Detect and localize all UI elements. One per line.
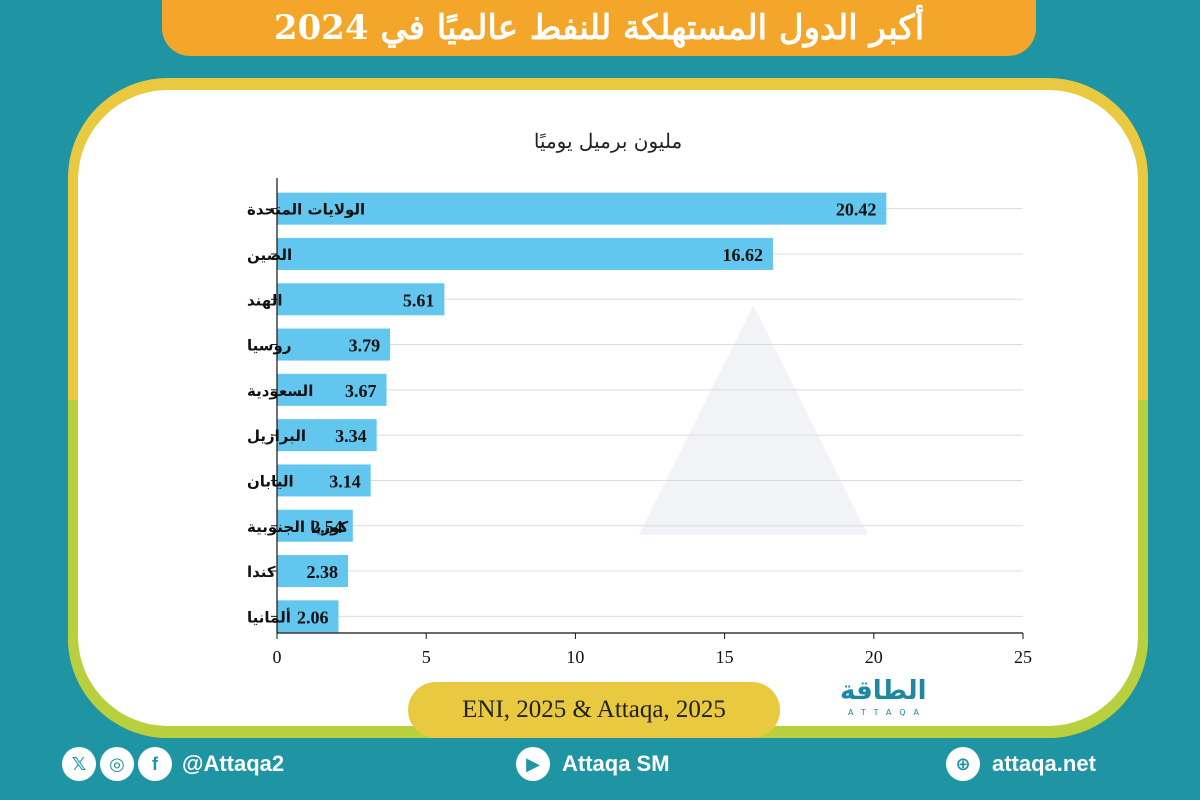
x-tick-label: 15 <box>716 647 734 667</box>
data-label: 3.14 <box>329 471 361 491</box>
source-badge: ENI, 2025 & Attaqa, 2025 <box>408 682 780 738</box>
instagram-icon[interactable]: ◎ <box>100 747 134 781</box>
bar <box>277 600 339 633</box>
youtube-link: ▶ Attaqa SM <box>516 744 670 784</box>
bar <box>277 237 773 270</box>
logo-subtext: ATTAQA <box>848 708 927 717</box>
category-label: السعودية <box>247 382 313 400</box>
bar <box>277 283 445 316</box>
logo-text: الطاقة <box>840 676 927 706</box>
category-label: الولايات المتحدة <box>247 201 365 219</box>
category-label: الصين <box>247 246 292 264</box>
data-label: 20.42 <box>836 200 877 220</box>
category-label: اليابان <box>247 472 294 490</box>
website-url[interactable]: attaqa.net <box>992 751 1096 776</box>
youtube-icon[interactable]: ▶ <box>516 747 550 781</box>
title-banner: أكبر الدول المستهلكة للنفط عالميًا في 20… <box>162 0 1036 56</box>
category-label: روسيا <box>247 337 291 355</box>
bar <box>277 464 371 497</box>
data-label: 3.79 <box>349 336 381 356</box>
data-label: 3.34 <box>335 426 367 446</box>
bar <box>277 328 391 361</box>
data-label: 5.61 <box>403 290 435 310</box>
chart-card: ▲ مليون برميل يوميًا 20.42 الولايات المتح… <box>78 90 1138 726</box>
globe-icon[interactable]: ⊕ <box>946 747 980 781</box>
x-icon[interactable]: 𝕏 <box>62 747 96 781</box>
attaqa-logo: الطاقة ATTAQA <box>840 676 980 722</box>
bar <box>277 419 377 452</box>
x-tick-label: 20 <box>865 647 883 667</box>
x-tick-label: 25 <box>1014 647 1032 667</box>
social-links: 𝕏 ◎ f @Attaqa2 <box>62 744 284 784</box>
data-label: 2.38 <box>307 562 339 582</box>
youtube-handle[interactable]: Attaqa SM <box>562 751 670 776</box>
category-label: كندا <box>247 563 276 581</box>
x-tick-label: 5 <box>422 647 431 667</box>
x-tick-label: 0 <box>273 647 282 667</box>
data-label: 3.67 <box>345 381 377 401</box>
data-label: 2.06 <box>297 607 329 627</box>
bar <box>277 192 887 225</box>
website-link: ⊕ attaqa.net <box>946 744 1096 784</box>
category-label: ألمانيا <box>247 607 291 626</box>
chart-subtitle: مليون برميل يوميًا <box>534 129 682 153</box>
data-label: 2.54 <box>311 517 343 537</box>
bar-chart: مليون برميل يوميًا 20.42 الولايات المتحدة… <box>247 129 1032 667</box>
x-tick-label: 10 <box>566 647 584 667</box>
category-label: كوريا الجنوبية <box>247 518 348 536</box>
bar <box>277 509 353 542</box>
social-handle[interactable]: @Attaqa2 <box>182 751 285 776</box>
facebook-icon[interactable]: f <box>138 747 172 781</box>
source-text: ENI, 2025 & Attaqa, 2025 <box>462 696 726 723</box>
page-title: أكبر الدول المستهلكة للنفط عالميًا في 20… <box>273 8 925 48</box>
bar <box>277 555 349 588</box>
data-label: 16.62 <box>722 245 763 265</box>
category-label: الهند <box>247 291 282 309</box>
bar <box>277 373 387 406</box>
